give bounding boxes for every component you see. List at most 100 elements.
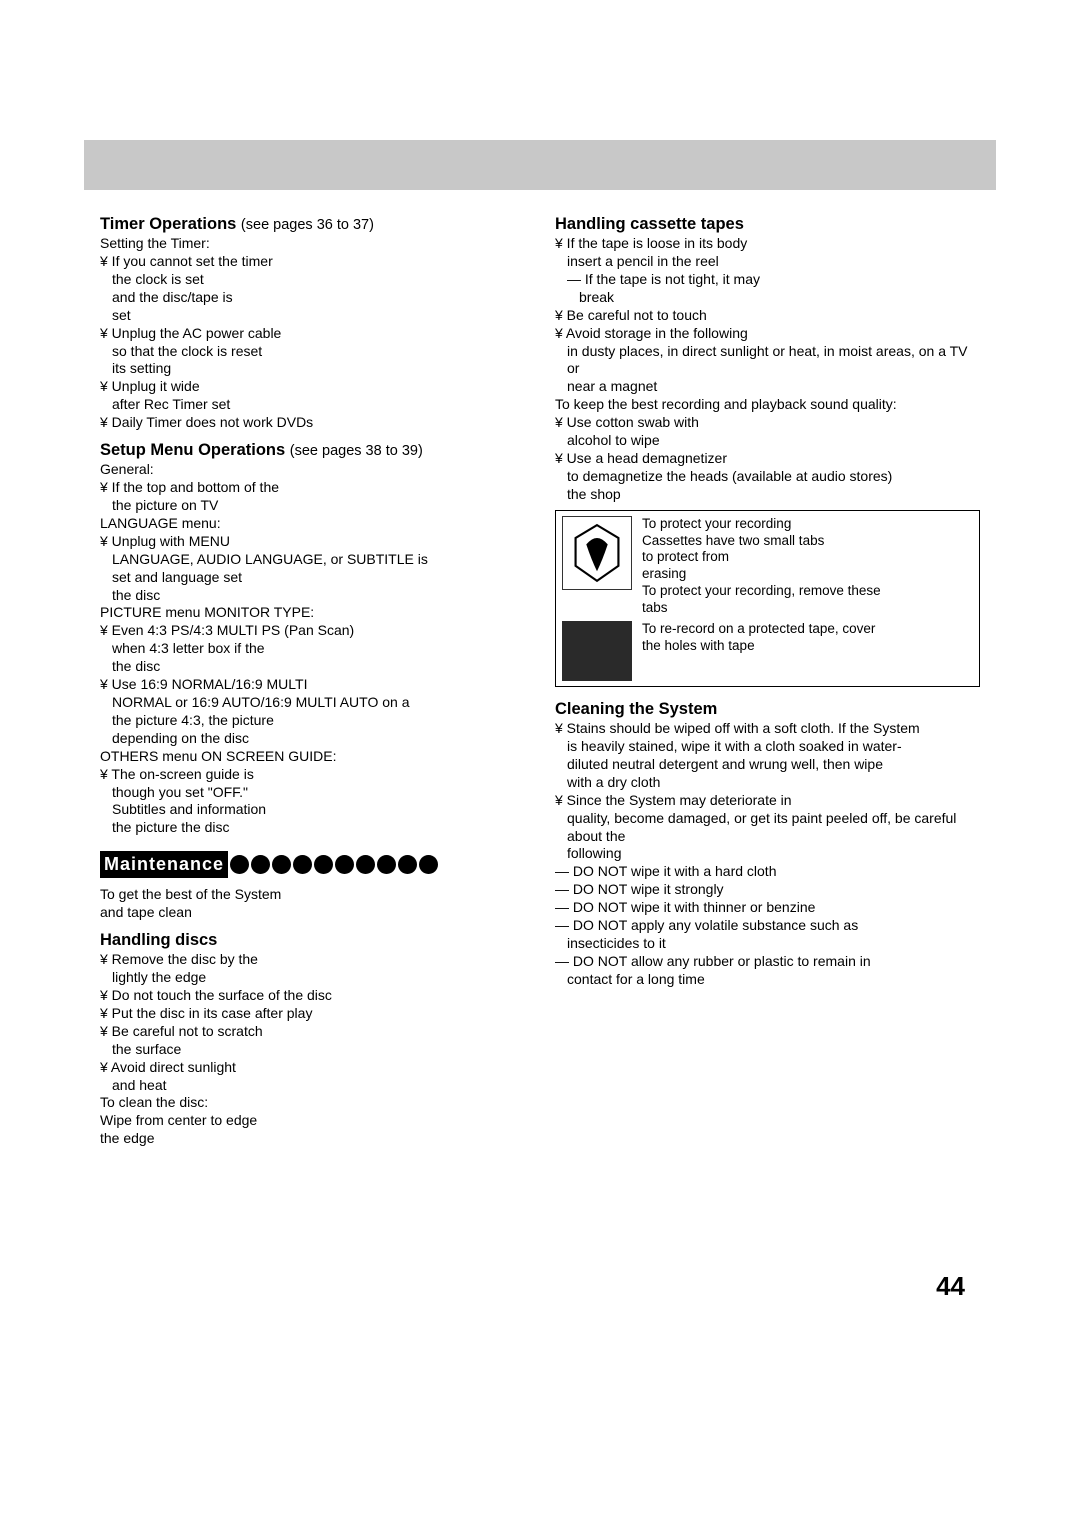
lang-h: LANGUAGE menu: (100, 515, 525, 533)
timer-b1a: the clock is set (100, 271, 525, 289)
hdisc-b1a: lightly the edge (100, 969, 525, 987)
setup-b4a: NORMAL or 16:9 AUTO/16:9 MULTI AUTO on a (100, 694, 525, 712)
setup-b4b: the picture 4:3, the picture (100, 712, 525, 730)
setup-title-ref: (see pages 38 to 39) (290, 443, 423, 459)
oth-h: OTHERS menu ON SCREEN GUIDE: (100, 748, 525, 766)
maint-lead1: To get the best of the System (100, 886, 525, 904)
protect-text-2: To re-record on a protected tape, cover … (642, 621, 875, 681)
cassette-cover-illustration-icon (562, 621, 632, 681)
dot-icon (314, 855, 333, 874)
clean-b1a: is heavily stained, wipe it with a cloth… (555, 738, 980, 756)
hcass-b5b: the shop (555, 486, 980, 504)
setup-b4c: depending on the disc (100, 730, 525, 748)
p3: To re-record on a protected tape, cover (642, 621, 875, 638)
maint-lead2: and tape clean (100, 904, 525, 922)
hcass-b4: ¥ Use cotton swab with (555, 414, 980, 432)
clean-d5: — DO NOT allow any rubber or plastic to … (555, 953, 980, 971)
p1b: to protect from (642, 549, 881, 566)
hdisc-b1: ¥ Remove the disc by the (100, 951, 525, 969)
dot-icon (251, 855, 270, 874)
clean-b1b: diluted neutral detergent and wrung well… (555, 756, 980, 774)
page-content: Timer Operations (see pages 36 to 37) Se… (100, 210, 980, 1148)
dot-icon (419, 855, 438, 874)
setup-b5b: Subtitles and information (100, 801, 525, 819)
hcass-b3: ¥ Avoid storage in the following (555, 325, 980, 343)
setup-b5a: though you set "OFF." (100, 784, 525, 802)
dot-icon (230, 855, 249, 874)
clean-d4a: insecticides to it (555, 935, 980, 953)
hcass-b5a: to demagnetize the heads (available at a… (555, 468, 980, 486)
setup-b4: ¥ Use 16:9 NORMAL/16:9 MULTI (100, 676, 525, 694)
timer-b2: ¥ Unplug the AC power cable (100, 325, 525, 343)
timer-b2a: so that the clock is reset (100, 343, 525, 361)
setup-b1a: the picture on TV (100, 497, 525, 515)
setup-heading: Setup Menu Operations (see pages 38 to 3… (100, 440, 525, 461)
dot-icon (293, 855, 312, 874)
header-placeholder-block (84, 140, 996, 190)
cleaning-system-heading: Cleaning the System (555, 699, 980, 720)
p1a: Cassettes have two small tabs (642, 533, 881, 550)
hdisc-b4: ¥ Be careful not to scratch (100, 1023, 525, 1041)
hcass-keep: To keep the best recording and playback … (555, 396, 980, 414)
hcass-b2: ¥ Be careful not to touch (555, 307, 980, 325)
dot-icon (356, 855, 375, 874)
setup-b2c: the disc (100, 587, 525, 605)
hdisc-b2: ¥ Do not touch the surface of the disc (100, 987, 525, 1005)
clean-b2b: following (555, 845, 980, 863)
timer-b3a: after Rec Timer set (100, 396, 525, 414)
hcass-b1b: — If the tape is not tight, it may (555, 271, 980, 289)
setup-b2b: set and language set (100, 569, 525, 587)
p3a: the holes with tape (642, 638, 875, 655)
pic-h: PICTURE menu MONITOR TYPE: (100, 604, 525, 622)
handling-cassette-heading: Handling cassette tapes (555, 214, 980, 235)
clean-d4: — DO NOT apply any volatile substance su… (555, 917, 980, 935)
timer-operations-heading: Timer Operations (see pages 36 to 37) (100, 214, 525, 235)
hcass-b1a: insert a pencil in the reel (555, 253, 980, 271)
dot-icon (398, 855, 417, 874)
hcass-b1: ¥ If the tape is loose in its body (555, 235, 980, 253)
p2: To protect your recording, remove these (642, 583, 881, 600)
right-column: Handling cassette tapes ¥ If the tape is… (555, 210, 980, 1148)
page-number: 44 (936, 1271, 965, 1302)
setup-b3: ¥ Even 4:3 PS/4:3 MULTI PS (Pan Scan) (100, 622, 525, 640)
hdisc-c1: Wipe from center to edge (100, 1112, 525, 1130)
decorative-dots (230, 855, 438, 874)
clean-b2: ¥ Since the System may deteriorate in (555, 792, 980, 810)
setup-b3b: the disc (100, 658, 525, 676)
protect-row-2: To re-record on a protected tape, cover … (562, 621, 973, 681)
protect-recording-box: To protect your recording Cassettes have… (555, 510, 980, 687)
cassette-tab-illustration-icon (562, 516, 632, 590)
clean-b1: ¥ Stains should be wiped off with a soft… (555, 720, 980, 738)
dot-icon (272, 855, 291, 874)
hcass-b1c: break (555, 289, 980, 307)
clean-disc-h: To clean the disc: (100, 1094, 525, 1112)
protect-text-1: To protect your recording Cassettes have… (642, 516, 881, 617)
timer-b1b: and the disc/tape is (100, 289, 525, 307)
setup-b5c: the picture the disc (100, 819, 525, 837)
maintenance-title: Maintenance (100, 851, 228, 878)
dot-icon (335, 855, 354, 874)
clean-b2a: quality, become damaged, or get its pain… (555, 810, 980, 846)
setup-title-text: Setup Menu Operations (100, 441, 285, 459)
dot-icon (377, 855, 396, 874)
hdisc-b4a: the surface (100, 1041, 525, 1059)
clean-d1: — DO NOT wipe it with a hard cloth (555, 863, 980, 881)
hdisc-b3: ¥ Put the disc in its case after play (100, 1005, 525, 1023)
setup-b5: ¥ The on-screen guide is (100, 766, 525, 784)
timer-b2b: its setting (100, 360, 525, 378)
p1c: erasing (642, 566, 881, 583)
hcass-b5: ¥ Use a head demagnetizer (555, 450, 980, 468)
timer-title-ref: (see pages 36 to 37) (241, 217, 374, 233)
left-column: Timer Operations (see pages 36 to 37) Se… (100, 210, 525, 1148)
maintenance-banner: Maintenance (100, 851, 525, 878)
setup-lead: General: (100, 461, 525, 479)
timer-title-text: Timer Operations (100, 215, 236, 233)
timer-b4: ¥ Daily Timer does not work DVDs (100, 414, 525, 432)
p1: To protect your recording (642, 516, 881, 533)
hdisc-c2: the edge (100, 1130, 525, 1148)
setup-b2: ¥ Unplug with MENU (100, 533, 525, 551)
setup-b1: ¥ If the top and bottom of the (100, 479, 525, 497)
clean-d3: — DO NOT wipe it with thinner or benzine (555, 899, 980, 917)
hcass-b3b: near a magnet (555, 378, 980, 396)
hcass-b3a: in dusty places, in direct sunlight or h… (555, 343, 980, 379)
